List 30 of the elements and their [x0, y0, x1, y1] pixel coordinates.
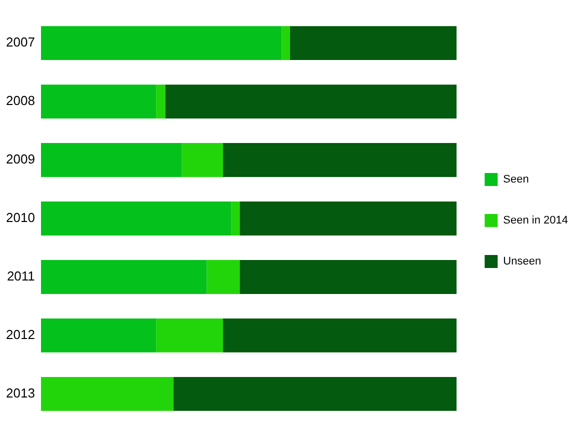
bar	[206, 260, 240, 294]
bar	[290, 26, 457, 60]
bar	[156, 84, 166, 118]
y-tick-label: 2010	[6, 210, 35, 226]
y-tick-label: 2012	[6, 327, 35, 342]
bar	[223, 143, 457, 177]
bar	[182, 143, 224, 177]
y-tick-label: 2007	[6, 34, 35, 50]
bar	[40, 260, 207, 294]
y-tick-label: 2009	[6, 152, 35, 167]
y-tick-label: 2008	[6, 93, 35, 108]
legend-label: Unseen	[503, 256, 542, 268]
bar	[165, 84, 457, 118]
legend-label: Seen	[503, 174, 529, 186]
bar	[240, 202, 457, 236]
bar	[174, 376, 457, 411]
bar	[240, 260, 457, 294]
bar	[40, 318, 156, 352]
bar	[40, 26, 282, 60]
bar	[231, 202, 240, 236]
bar	[282, 26, 290, 60]
legend-label: Seen in 2014	[503, 214, 568, 227]
bar	[40, 84, 156, 118]
y-tick-label: 2011	[6, 268, 35, 284]
bar	[40, 202, 232, 236]
bar	[40, 143, 182, 177]
bar	[156, 318, 224, 352]
bar	[40, 376, 174, 411]
bar	[223, 318, 457, 352]
y-tick-label: 2013	[6, 386, 35, 401]
